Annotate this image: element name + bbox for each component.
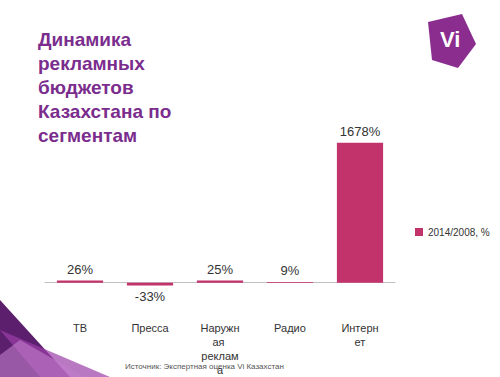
svg-text:-33%: -33%	[135, 289, 166, 304]
svg-text:а: а	[217, 364, 224, 376]
svg-text:ТВ: ТВ	[73, 322, 87, 334]
svg-text:ет: ет	[355, 336, 366, 348]
svg-text:1678%: 1678%	[340, 124, 381, 139]
svg-text:9%: 9%	[281, 263, 300, 278]
svg-text:Источник: Экспертная оценка Vi: Источник: Экспертная оценка Vi Казахстан	[125, 362, 284, 371]
svg-text:Казахстана по: Казахстана по	[38, 101, 177, 122]
svg-text:реклам: реклам	[201, 350, 238, 362]
svg-text:Интерн: Интерн	[341, 322, 378, 334]
svg-text:ая: ая	[212, 336, 227, 348]
svg-text:сегментам: сегментам	[38, 125, 137, 146]
svg-text:Vi: Vi	[440, 27, 460, 52]
svg-text:25%: 25%	[207, 262, 233, 277]
svg-text:Динамика: Динамика	[38, 29, 136, 50]
svg-text:2014/2008, %: 2014/2008, %	[428, 227, 490, 238]
svg-text:рекламных: рекламных	[38, 53, 150, 74]
svg-text:26%: 26%	[67, 262, 93, 277]
svg-text:бюджетов: бюджетов	[38, 77, 139, 98]
svg-text:Пресса: Пресса	[131, 322, 169, 334]
svg-text:Радио: Радио	[274, 322, 306, 334]
svg-text:Наружн: Наружн	[200, 322, 239, 334]
